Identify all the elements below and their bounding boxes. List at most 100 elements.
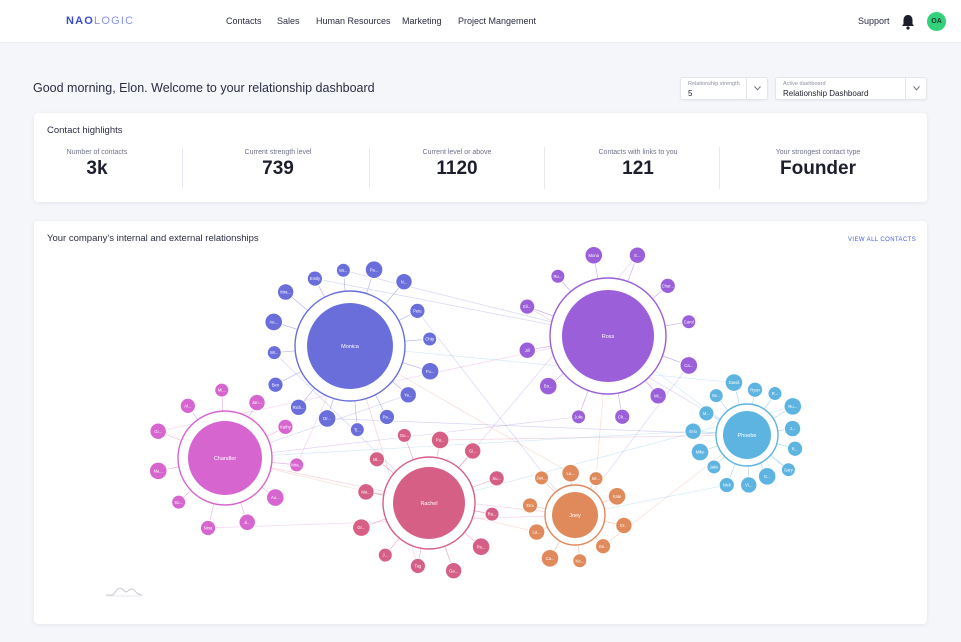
contact-node[interactable]: Nick — [718, 476, 735, 494]
contact-node[interactable]: Ryan — [746, 381, 764, 398]
chevron-down-icon[interactable] — [905, 78, 926, 99]
contact-node[interactable]: Ru... — [550, 268, 566, 284]
logo[interactable]: NAOLOGIC — [66, 15, 135, 27]
contact-node[interactable]: Julie — [571, 409, 587, 425]
hub-node-chandler[interactable]: Chandler — [177, 410, 273, 506]
contact-node[interactable]: Mi... — [368, 451, 386, 468]
contact-node[interactable]: Pete — [409, 302, 426, 320]
contact-node[interactable]: Ma... — [148, 461, 168, 481]
contact-node-circle — [747, 382, 763, 397]
contact-node[interactable]: Mr... — [335, 262, 351, 278]
contact-node[interactable]: Kate — [607, 486, 627, 506]
contact-node[interactable]: Mra... — [276, 283, 295, 301]
contact-node[interactable]: Ya... — [399, 386, 417, 404]
contact-node[interactable]: J... — [377, 547, 393, 563]
contact-node[interactable]: Ji... — [238, 513, 256, 531]
contact-node[interactable]: Ra... — [484, 506, 500, 522]
contact-node[interactable]: Au... — [264, 312, 284, 332]
contact-node[interactable]: Ai... — [179, 397, 196, 414]
relationship-strength-select[interactable]: Relationship strength 5 — [680, 77, 768, 100]
mini-graph-icon — [106, 587, 142, 597]
contact-node[interactable]: Eli... — [519, 298, 536, 315]
contact-node[interactable]: G... — [757, 467, 777, 486]
contact-node[interactable]: Pa... — [378, 408, 396, 426]
hub-node-ross[interactable]: Ross — [549, 277, 667, 395]
nav-marketing[interactable]: Marketing — [402, 16, 442, 26]
contact-node[interactable]: Ma... — [357, 483, 375, 501]
contact-node[interactable]: Chip — [422, 331, 438, 347]
bell-icon[interactable] — [901, 14, 915, 30]
contact-node[interactable]: Erio — [684, 422, 702, 440]
contact-node[interactable]: Mra... — [289, 457, 305, 473]
contact-node[interactable]: Ka... — [572, 553, 588, 569]
hub-node-rachel[interactable]: Rachel — [382, 456, 476, 550]
contact-node[interactable]: Char... — [659, 277, 676, 294]
contact-node[interactable]: R... — [786, 440, 804, 457]
contact-node[interactable]: Emily — [306, 270, 324, 287]
hub-node-monica[interactable]: Monica — [294, 290, 406, 402]
view-all-contacts-link[interactable]: VIEW ALL CONTACTS — [848, 237, 917, 243]
contact-node[interactable]: Fu... — [420, 361, 440, 381]
contact-node[interactable]: J... — [783, 419, 802, 438]
contact-node[interactable]: Gary — [780, 462, 796, 478]
contact-node[interactable]: Au... — [266, 488, 285, 507]
contact-node[interactable]: Ca... — [679, 356, 699, 375]
contact-node[interactable]: Kathy — [277, 418, 294, 435]
relationship-network-graph[interactable]: Monica Ross Chandler Rachel Joey Phoebe Mr... P… — [34, 221, 927, 624]
contact-node[interactable]: Ti... — [349, 422, 365, 438]
contact-node[interactable]: Jake — [706, 459, 722, 475]
contact-node[interactable]: Gi... — [464, 442, 482, 460]
contact-node[interactable]: La... — [527, 523, 546, 541]
contact-node[interactable]: Ca... — [540, 549, 560, 568]
contact-node[interactable]: E... — [628, 246, 647, 264]
contact-node[interactable]: Pa... — [364, 260, 384, 280]
nav-sales[interactable]: Sales — [277, 16, 300, 26]
contact-node[interactable]: La... — [561, 463, 580, 483]
contact-node[interactable]: Gi... — [149, 422, 167, 440]
user-avatar[interactable]: OA — [927, 12, 946, 31]
contact-node[interactable]: Rich... — [289, 398, 308, 416]
contact-node[interactable]: Mi... — [214, 382, 230, 398]
nav-human-resources[interactable]: Human Resources — [316, 16, 391, 26]
active-dashboard-select[interactable]: Active dashboard Relationship Dashboard — [775, 77, 927, 100]
contact-node[interactable]: Ben — [267, 376, 284, 393]
contact-node[interactable]: Pa... — [471, 537, 491, 557]
contact-node[interactable]: Gr... — [352, 518, 371, 537]
contact-node[interactable]: Bo... — [538, 376, 558, 396]
hub-node-phoebe[interactable]: Phoebe — [715, 403, 779, 467]
contact-node[interactable]: Ru... — [783, 397, 803, 416]
contact-node[interactable]: Pa... — [430, 430, 450, 450]
contact-node[interactable]: Er... — [615, 516, 633, 535]
contact-node[interactable]: Ge... — [595, 538, 612, 555]
contact-node[interactable]: Mr... — [266, 345, 282, 361]
contact-node[interactable]: Se... — [708, 388, 724, 404]
contact-node[interactable]: Vi... — [740, 476, 758, 494]
contact-node[interactable]: Ch... — [614, 408, 631, 425]
contact-node[interactable]: Carol — [681, 314, 697, 330]
contact-node[interactable]: Jill — [518, 341, 536, 359]
hub-node-joey[interactable]: Joey — [544, 484, 606, 546]
contact-node[interactable]: Gu... — [396, 427, 412, 443]
contact-node[interactable]: Mi... — [649, 387, 667, 405]
contact-node[interactable]: Su... — [488, 470, 505, 487]
contact-node[interactable]: Nina — [199, 519, 217, 537]
contact-node[interactable]: Dr... — [317, 409, 337, 428]
chevron-down-icon[interactable] — [746, 78, 767, 99]
contact-node[interactable]: M... — [698, 405, 715, 422]
contact-node[interactable]: Tag — [409, 557, 426, 575]
contact-node[interactable]: David — [724, 373, 744, 392]
contact-node[interactable]: Jan... — [534, 470, 550, 486]
contact-node[interactable]: Ga... — [444, 561, 463, 580]
contact-node[interactable]: Emi — [521, 497, 539, 514]
contact-node[interactable]: R... — [767, 386, 783, 402]
contact-node-label: David — [729, 380, 740, 385]
contact-node[interactable]: Mi... — [588, 471, 604, 487]
contact-node[interactable]: N... — [395, 272, 413, 291]
nav-contacts[interactable]: Contacts — [226, 16, 262, 26]
contact-node[interactable]: Mona — [584, 245, 604, 265]
support-link[interactable]: Support — [858, 16, 890, 26]
contact-node[interactable]: Su... — [171, 494, 187, 510]
contact-node[interactable]: Jan... — [248, 393, 266, 412]
nav-project-management[interactable]: Project Mangement — [458, 16, 537, 26]
contact-node[interactable]: Mike — [690, 442, 710, 462]
